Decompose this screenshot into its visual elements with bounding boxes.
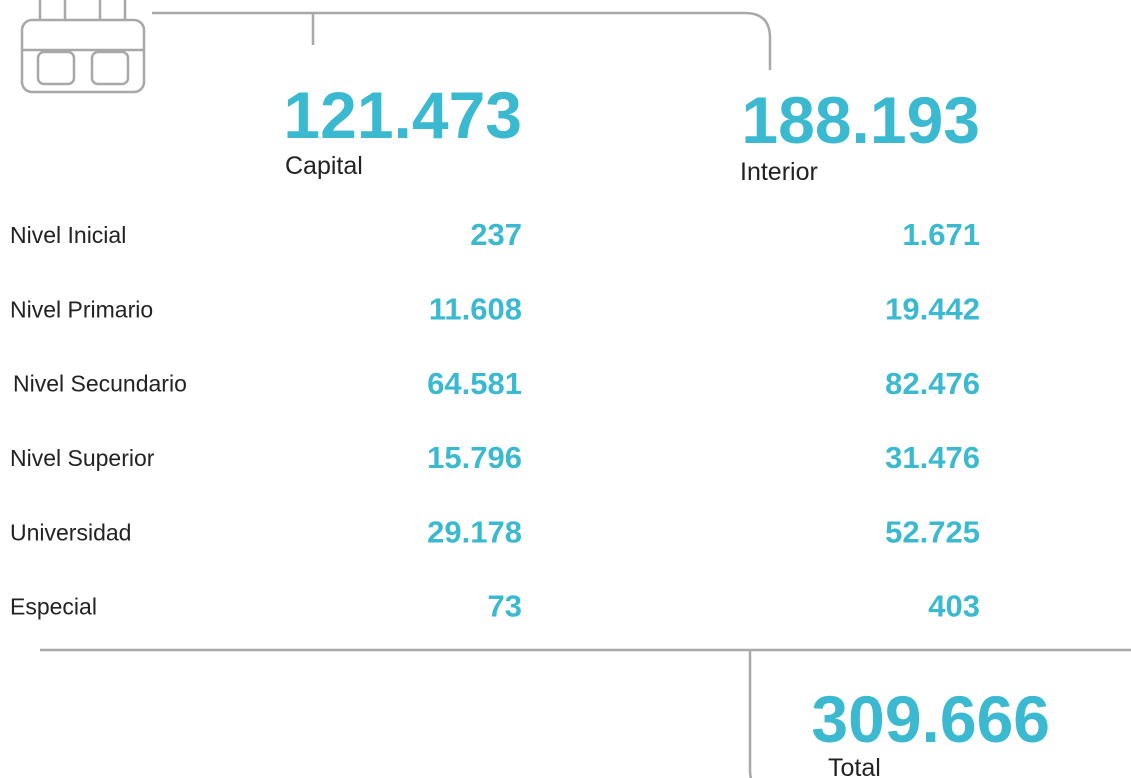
capital-value: 237 [470,217,522,252]
capital-value: 64.581 [427,366,522,401]
grand-total-label: Total [828,754,881,778]
capital-total: 121.473 [283,78,522,152]
capital-value: 11.608 [429,291,522,326]
row-label: Universidad [10,519,131,545]
grand-total: 309.666 [811,682,1050,756]
capital-label: Capital [285,152,363,180]
capital-value: 15.796 [427,440,522,475]
interior-value: 1.671 [902,217,980,252]
rows: Nivel Inicial 237 1.671 Nivel Primario 11.60… [10,217,980,624]
capital-value: 29.178 [427,514,522,549]
interior-value: 19.442 [885,291,980,326]
interior-total: 188.193 [741,83,980,157]
capital-value: 73 [488,589,522,624]
bottom-connector [40,648,1131,778]
interior-value: 31.476 [885,440,980,475]
row-label: Nivel Superior [10,445,155,471]
row-label: Especial [10,594,97,620]
row-label: Nivel Primario [10,296,153,322]
interior-value: 403 [928,589,980,624]
backpack-icon [20,0,146,94]
row-label: Nivel Secundario [13,371,187,397]
interior-value: 52.725 [885,514,980,549]
row-label: Nivel Inicial [10,222,126,248]
interior-label: Interior [740,158,818,186]
interior-value: 82.476 [885,366,980,401]
top-connector [152,11,772,70]
